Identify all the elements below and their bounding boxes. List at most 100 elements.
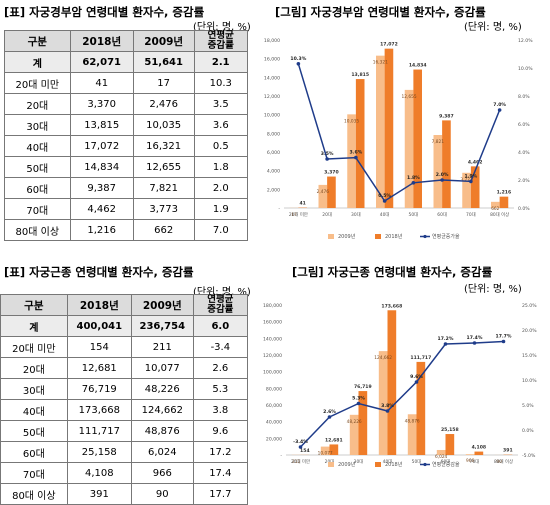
table-cell: 3.5 bbox=[194, 94, 247, 115]
y-tick-label: 80,000 bbox=[266, 386, 282, 392]
y2-tick-label: 6.0% bbox=[518, 122, 530, 128]
growth-rate-point bbox=[469, 180, 473, 184]
y-tick-label: 60,000 bbox=[266, 403, 282, 409]
y2-tick-label: 15.0% bbox=[522, 353, 537, 359]
table-cell: 3.8 bbox=[193, 400, 247, 421]
table-cell: 391 bbox=[67, 484, 131, 505]
table-cell: 30대 bbox=[5, 115, 71, 136]
x-tick-label: 50대 bbox=[412, 458, 422, 465]
table-cell: 5.3 bbox=[193, 379, 247, 400]
bar-label-2009: 2,476 bbox=[317, 189, 330, 195]
table-cell: 17.7 bbox=[193, 484, 247, 505]
table-cell: 1.8 bbox=[194, 157, 247, 178]
growth-rate-label: 1.9% bbox=[465, 173, 478, 179]
table-cell: 20대 미만 bbox=[5, 73, 71, 94]
y2-tick-label: 0.0% bbox=[522, 428, 534, 434]
growth-rate-point bbox=[502, 340, 506, 344]
growth-rate-point bbox=[444, 342, 448, 346]
bar-label-2009: 12,655 bbox=[402, 94, 417, 100]
growth-rate-point bbox=[440, 178, 444, 182]
column-header: 2009년 bbox=[133, 31, 194, 52]
column-header-line: 증감률 bbox=[207, 304, 233, 315]
table-cell: 10,035 bbox=[133, 115, 194, 136]
x-tick-label: 50대 bbox=[409, 211, 419, 218]
legend-label: 2009년 bbox=[338, 233, 356, 240]
bar-label-2018: 25,158 bbox=[441, 427, 459, 433]
bar-label-2018: 14,834 bbox=[409, 63, 427, 69]
bar-label-2018: 391 bbox=[503, 448, 513, 454]
table-cell: 13,815 bbox=[70, 115, 133, 136]
bar-label-2018: 13,815 bbox=[351, 72, 369, 78]
bar-label-2009: 124,662 bbox=[374, 355, 392, 361]
legend-swatch bbox=[375, 234, 381, 239]
bar-label-2018: 76,719 bbox=[354, 384, 372, 390]
table-cell: 80대 이상 bbox=[5, 220, 71, 241]
y2-tick-label: 0.0% bbox=[518, 206, 530, 212]
table-cell: 236,754 bbox=[131, 316, 193, 337]
bar-label-2018: 3,370 bbox=[324, 170, 339, 176]
bar-2009 bbox=[319, 185, 328, 208]
y-tick-label: 4,000 bbox=[267, 169, 280, 175]
growth-rate-point bbox=[498, 108, 502, 112]
table-cell: 10,077 bbox=[131, 358, 193, 379]
y-tick-label: 10,000 bbox=[264, 113, 280, 119]
y-tick-label: 16,000 bbox=[264, 57, 280, 63]
x-tick-label: 30대 bbox=[351, 211, 361, 218]
growth-rate-label: -3.4% bbox=[293, 439, 308, 445]
column-header: 구분 bbox=[5, 31, 71, 52]
y2-tick-label: 10.0% bbox=[518, 66, 533, 72]
growth-rate-label: 2.6% bbox=[323, 409, 336, 415]
growth-rate-point bbox=[354, 156, 358, 160]
y2-tick-label: 20.0% bbox=[522, 328, 537, 334]
x-tick-label: 60대 bbox=[437, 211, 447, 218]
column-header-line: 증감률 bbox=[208, 40, 234, 51]
growth-rate-label: 1.8% bbox=[407, 175, 420, 181]
table-cell: 1.9 bbox=[194, 199, 247, 220]
growth-rate-point bbox=[297, 62, 301, 66]
y-tick-label: 2,000 bbox=[267, 187, 280, 193]
legend-label: 2018년 bbox=[385, 233, 403, 240]
y2-tick-label: 2.0% bbox=[518, 178, 530, 184]
x-tick-label: 70대 bbox=[470, 458, 480, 465]
growth-rate-label: 17.2% bbox=[438, 336, 454, 342]
growth-rate-label: 5.3% bbox=[352, 396, 365, 402]
table-cell: 0.5 bbox=[194, 136, 247, 157]
bar-label-2009: 16,321 bbox=[373, 60, 388, 66]
table-cell: 966 bbox=[131, 463, 193, 484]
table-cell: 50대 bbox=[5, 157, 71, 178]
legend-label: 2009년 bbox=[338, 461, 356, 468]
bar-label-2018: 154 bbox=[300, 448, 310, 454]
table-cell: 25,158 bbox=[67, 442, 131, 463]
table-cell: 51,641 bbox=[133, 52, 194, 73]
table-cell: 14,834 bbox=[70, 157, 133, 178]
bar-label-2018: 41 bbox=[299, 201, 305, 207]
bottom-table-title: [표] 자궁근종 연령대별 환자수, 증감률 bbox=[4, 264, 194, 280]
table-cell: 80대 이상 bbox=[1, 484, 68, 505]
growth-rate-label: 17.7% bbox=[496, 334, 512, 340]
column-header: 2018년 bbox=[70, 31, 133, 52]
y-tick-label: 180,000 bbox=[263, 303, 282, 309]
legend-swatch bbox=[328, 462, 334, 467]
table-cell: 6,024 bbox=[131, 442, 193, 463]
growth-rate-label: 3.5% bbox=[321, 151, 334, 157]
x-tick-label: 20대 미만 bbox=[291, 458, 310, 465]
growth-rate-point bbox=[415, 380, 419, 384]
bar-2018 bbox=[388, 310, 397, 455]
growth-rate-point bbox=[299, 445, 303, 449]
legend-swatch bbox=[328, 234, 334, 239]
growth-rate-point bbox=[325, 157, 329, 161]
bar-2009 bbox=[466, 454, 475, 455]
bar-label-2018: 17,072 bbox=[380, 42, 398, 48]
table-cell: 계 bbox=[1, 316, 68, 337]
bar-2018 bbox=[475, 452, 484, 455]
growth-rate-label: 3.6% bbox=[350, 150, 363, 156]
